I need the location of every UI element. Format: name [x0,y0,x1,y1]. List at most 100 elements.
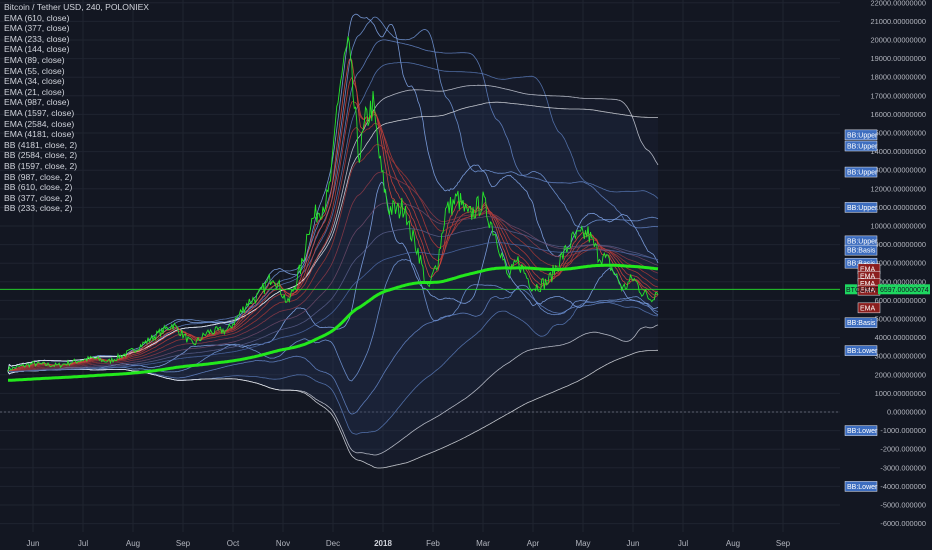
y-tick-label: -5000.000000 [880,501,926,510]
y-tick-label: -1000.000000 [880,426,926,435]
x-tick-label: Sep [176,539,191,548]
x-tick-label: Aug [126,539,140,548]
legend-entry[interactable]: BB (377, close, 2) [4,192,73,203]
legend-entry[interactable]: BB (2584, close, 2) [4,150,78,161]
legend-entry[interactable]: EMA (377, close) [4,23,70,34]
legend-entry[interactable]: BB (1597, close, 2) [4,160,78,171]
price-symbol-tag [845,284,857,295]
y-tick-label: 17000.00000000 [871,91,927,100]
y-tick-label: 0.00000000 [887,408,926,417]
axis-tag [857,302,881,314]
y-tick-label: 3000.00000000 [875,352,926,361]
y-tick-label: 21000.00000000 [871,17,927,26]
axis-tag-label: BB:Lower [847,428,878,435]
axis-tag-label: BB:Upper [847,144,878,151]
axis-tag-label: BB:Lower [847,348,878,355]
y-tick-label: -4000.000000 [880,482,926,491]
axis-tag [844,345,878,356]
axis-tag [844,166,878,178]
x-tick-label: Aug [726,539,740,548]
y-tick-label: 13000.00000000 [871,166,927,175]
price-line [7,36,659,372]
legend-entry[interactable]: EMA (21, close) [4,86,65,97]
y-tick-label: 8000.00000000 [875,259,926,268]
axis-tag-label: BB:Basis [847,248,876,255]
axis-tag-label: BB:Upper [847,170,878,177]
ema-line [7,242,659,372]
legend-entry[interactable]: BB (4181, close, 2) [4,139,78,150]
ema-line [7,202,659,372]
axis-tag [844,129,878,141]
y-tick-label: 14000.00000000 [871,147,927,156]
price-symbol-label: BTCUSDT [846,287,880,294]
axis-tag-label: EMA [860,274,876,281]
price-axis[interactable]: 22000.00000000 21000.00000000 20000.000000… [871,0,932,550]
y-tick-label: 9000.00000000 [875,240,926,249]
x-tick-label: Sep [776,539,791,548]
x-tick-label: May [575,539,590,548]
price-series [7,36,659,372]
legend-entry[interactable]: EMA (1597, close) [4,107,75,118]
legend-entry[interactable]: EMA (987, close) [4,97,70,108]
chart-title[interactable]: Bitcoin / Tether USD, 240, POLONIEX [4,2,150,12]
legend-entry[interactable]: EMA (89, close) [4,54,65,65]
bb-upper [7,101,658,372]
x-tick-label: Feb [426,539,440,548]
last-price-label: 6597.00000074 [880,287,929,294]
y-tick-label: 10000.00000000 [871,222,927,231]
axis-tag [844,202,878,213]
legend-entry[interactable]: EMA (144, close) [4,44,70,55]
bb-fill [8,85,658,455]
x-tick-label: Oct [227,539,240,548]
y-tick-label: 12000.00000000 [871,184,927,193]
axis-tag-label: BB:Basis [847,320,876,327]
last-price-tag [878,284,930,295]
legend-entry[interactable]: BB (610, close, 2) [4,182,73,193]
x-tick-label: Mar [476,539,490,548]
bb-fill [8,62,658,435]
ema-line [7,226,659,372]
axis-tag [844,140,878,152]
legend-entry[interactable]: EMA (4181, close) [4,129,75,140]
y-tick-label: -3000.000000 [880,463,926,472]
axis-tag-label: BB:Lower [847,484,878,491]
axis-tag-label: EMA [860,288,876,295]
y-tick-label: 6000.00000000 [875,296,926,305]
axis-tag [844,481,878,492]
axis-tag [844,244,878,256]
x-tick-label: Jun [627,539,640,548]
x-tick-label: Dec [326,539,340,548]
bb-fill [8,102,658,468]
axis-tag [844,317,878,328]
legend-entry[interactable]: BB (233, close, 2) [4,203,73,214]
y-tick-label: -6000.000000 [880,519,926,528]
axis-tag-label: EMA [860,281,876,288]
y-tick-label: 16000.00000000 [871,110,927,119]
axis-tag-label: EMA [860,266,876,273]
legend-entry[interactable]: EMA (233, close) [4,33,70,44]
ema-line [7,144,659,372]
x-tick-label: Jul [78,539,88,548]
y-tick-label: 19000.00000000 [871,54,927,63]
legend-entry[interactable]: BB (987, close, 2) [4,171,73,182]
ema-line [7,171,659,372]
y-tick-label: 11000.00000000 [871,203,926,212]
y-tick-label: 18000.00000000 [871,73,927,82]
legend-entry[interactable]: EMA (34, close) [4,76,65,87]
legend-entry[interactable]: EMA (2584, close) [4,118,75,129]
y-tick-label: 15000.00000000 [871,129,927,138]
axis-tag-label: BB:Upper [847,132,878,139]
indicator-legend: Bitcoin / Tether USD, 240, POLONIEX EMA … [4,2,149,214]
time-axis[interactable]: Jun Jul Aug Sep Oct Nov Dec 2018 Feb Mar Apr May Jun… [27,539,791,548]
legend-entry[interactable]: EMA (55, close) [4,65,65,76]
legend-entry[interactable]: EMA (610, close) [4,12,70,23]
y-tick-label: 7000.00000000 [875,277,926,286]
axis-tag-label: BB:Upper [847,238,878,245]
axis-tags: BB:Upper BB:Upper BB:Upper BB:Upper BB:Upper… [844,129,930,492]
x-tick-label: Jun [27,539,40,548]
axis-background [876,0,932,550]
y-tick-label: 20000.00000000 [871,36,927,45]
bb-fills [8,62,658,468]
x-tick-label: Jul [678,539,688,548]
